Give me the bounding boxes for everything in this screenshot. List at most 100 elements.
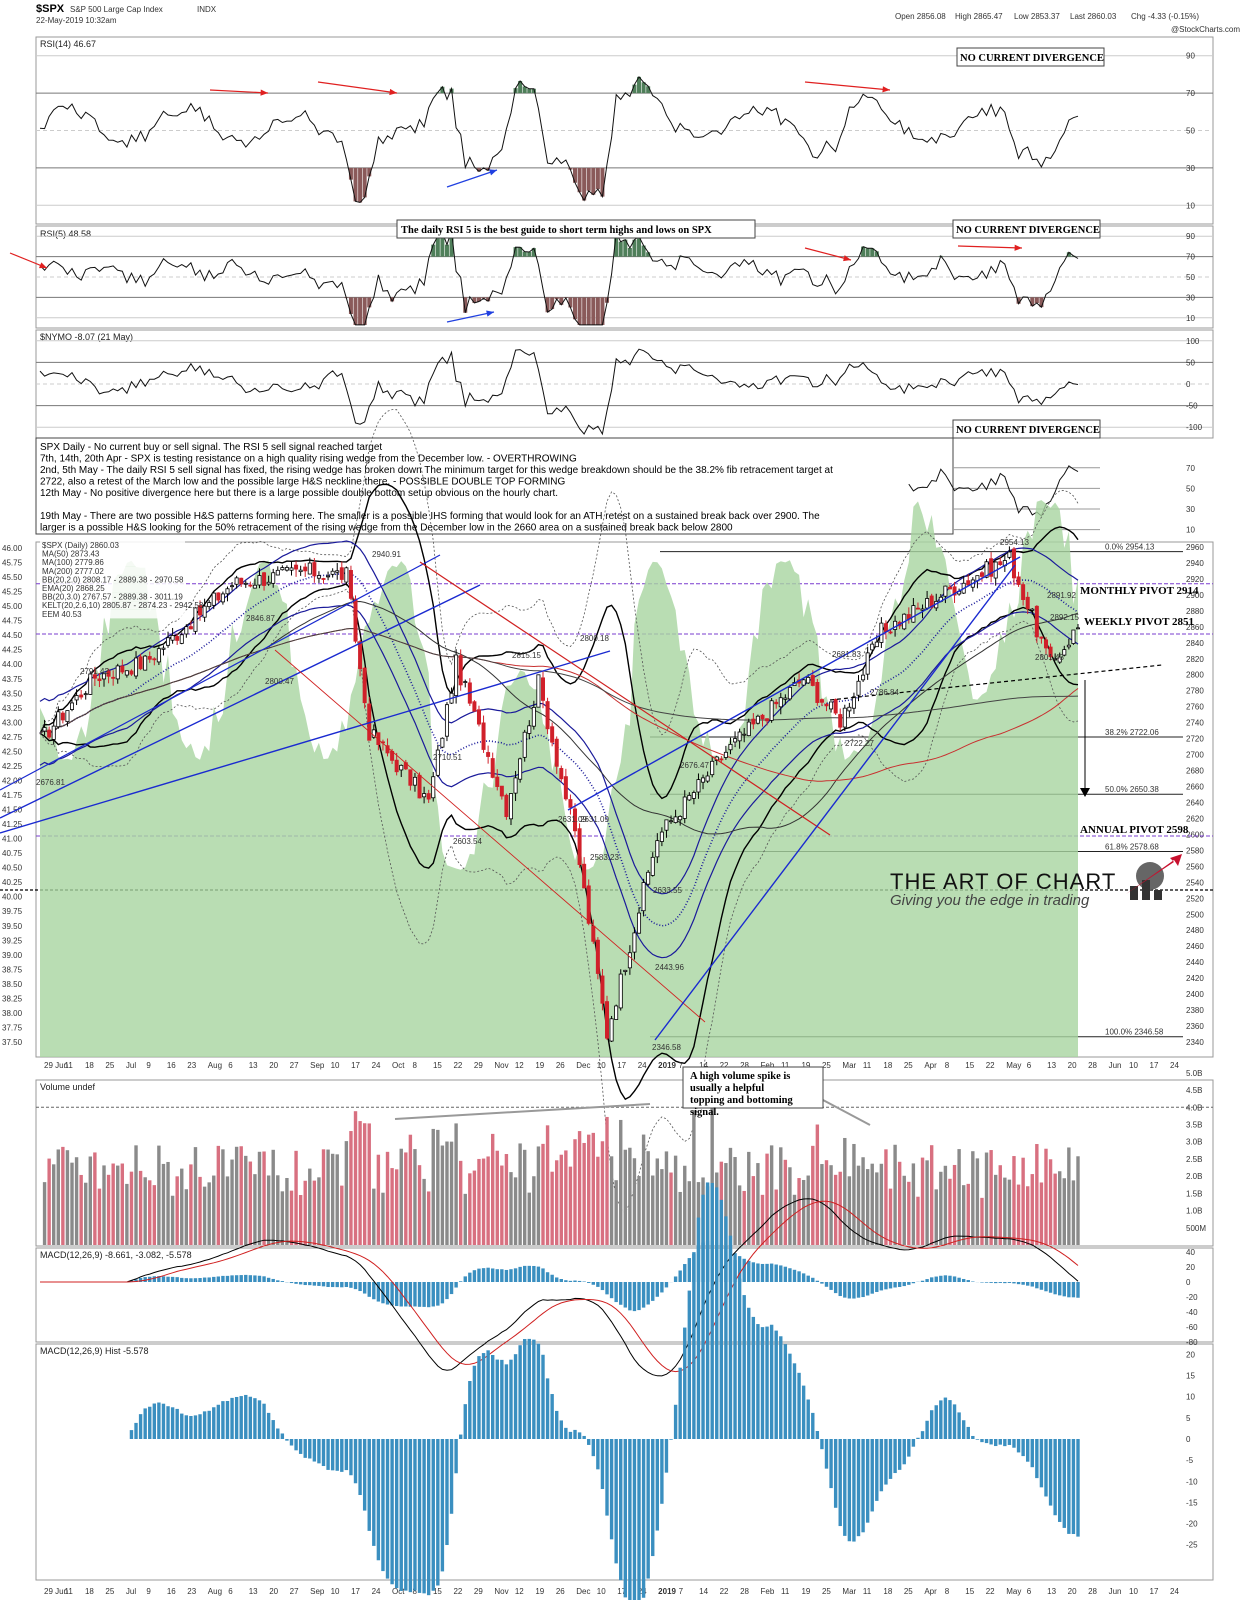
hist-bar bbox=[513, 1354, 518, 1439]
hist-bar bbox=[952, 1404, 957, 1439]
macd-hist-bar bbox=[385, 1282, 390, 1305]
date-axis-label: Apr bbox=[924, 1061, 937, 1070]
volume-bar bbox=[948, 1178, 952, 1245]
volume-bar bbox=[202, 1186, 207, 1245]
hist-bar bbox=[774, 1330, 778, 1439]
bb3-lower bbox=[39, 588, 1079, 1214]
volume-tick-label: 5.0B bbox=[1186, 1069, 1202, 1078]
trendline bbox=[567, 556, 1021, 811]
candle-body bbox=[394, 759, 399, 773]
volume-bar bbox=[303, 1180, 307, 1245]
divergence-arrowhead bbox=[389, 88, 397, 96]
candle-body bbox=[1053, 658, 1058, 661]
hist-bar bbox=[298, 1439, 303, 1454]
date-axis-label: Feb bbox=[761, 1587, 775, 1596]
hist-bar bbox=[861, 1439, 865, 1533]
hist-tick-label: -10 bbox=[1186, 1477, 1198, 1486]
volume-bar bbox=[655, 1158, 660, 1245]
date-axis-label: 23 bbox=[187, 1061, 196, 1070]
volume-bar bbox=[1053, 1173, 1057, 1245]
candle-body bbox=[435, 749, 440, 776]
volume-bar bbox=[207, 1182, 211, 1245]
no-divergence-box-2 bbox=[952, 219, 1101, 239]
candle-body bbox=[463, 681, 468, 683]
hist-bar bbox=[897, 1439, 902, 1470]
macd-hist-bar bbox=[788, 1268, 792, 1282]
hist-bar bbox=[266, 1412, 271, 1439]
candle-body bbox=[74, 695, 79, 701]
macd-hist-bar bbox=[271, 1278, 275, 1282]
hist-bar bbox=[349, 1439, 353, 1476]
hist-bar bbox=[843, 1439, 847, 1536]
macd-tick-label: -20 bbox=[1186, 1293, 1198, 1302]
date-axis-label: 13 bbox=[1047, 1587, 1056, 1596]
eem-tick-label: 38.50 bbox=[2, 980, 23, 989]
hist-bar bbox=[907, 1439, 911, 1457]
candle-body bbox=[495, 776, 500, 787]
trendline bbox=[0, 584, 481, 819]
date-axis-label: Dec bbox=[576, 1061, 590, 1070]
hist-bar bbox=[1016, 1439, 1021, 1453]
date-axis-label: 12 bbox=[515, 1587, 524, 1596]
macd-hist-bar bbox=[683, 1264, 687, 1282]
candle-body bbox=[774, 701, 779, 705]
volume-bar bbox=[692, 1110, 696, 1245]
nymo-tick-label: 50 bbox=[1186, 358, 1195, 367]
candle-body bbox=[554, 738, 559, 767]
macd-hist-bar bbox=[1071, 1282, 1076, 1298]
hist-bar bbox=[303, 1439, 307, 1458]
macd-hist-bar bbox=[440, 1282, 445, 1304]
candle-body bbox=[769, 700, 774, 721]
logo-globe-icon bbox=[1126, 854, 1182, 900]
divergence-arrow bbox=[209, 89, 269, 94]
volume-bar bbox=[765, 1153, 769, 1245]
candle-body bbox=[156, 648, 161, 663]
eem-tick-label: 39.00 bbox=[2, 951, 23, 960]
macd-hist-bar bbox=[1058, 1282, 1062, 1296]
macd-hist-bar bbox=[678, 1270, 682, 1282]
volume-bar bbox=[372, 1188, 376, 1245]
volume-bar bbox=[385, 1151, 390, 1245]
hist-bar bbox=[957, 1412, 961, 1439]
macd-hist-bar bbox=[458, 1281, 463, 1282]
keltner-upper bbox=[39, 540, 1079, 895]
volume-bar bbox=[902, 1175, 906, 1245]
rsi5-label: RSI(5) 48.58 bbox=[40, 229, 91, 239]
exchange: INDX bbox=[197, 5, 217, 14]
volume-bar bbox=[454, 1123, 458, 1245]
volume-bar bbox=[221, 1149, 225, 1245]
volume-bar bbox=[943, 1165, 948, 1245]
nymo-tick-label: -100 bbox=[1186, 423, 1203, 432]
date-axis-label: 8 bbox=[945, 1061, 950, 1070]
candle-body bbox=[952, 586, 957, 596]
hist-bar bbox=[605, 1439, 609, 1516]
date-axis-label: 16 bbox=[167, 1587, 176, 1596]
volume-bar bbox=[907, 1181, 911, 1245]
volume-bar bbox=[271, 1149, 275, 1245]
volume-bar bbox=[289, 1190, 294, 1245]
trendline bbox=[274, 649, 706, 1023]
date-axis-label: 2019 bbox=[658, 1587, 676, 1596]
date-axis-label: 17 bbox=[351, 1061, 360, 1070]
macd-hist-bar bbox=[399, 1282, 403, 1307]
hist-tick-label: -20 bbox=[1186, 1520, 1198, 1529]
eem-tick-label: 43.50 bbox=[2, 689, 23, 698]
hist-bar bbox=[1044, 1439, 1048, 1497]
macd-hist-bar bbox=[298, 1282, 303, 1285]
macd-hist-bar bbox=[353, 1282, 358, 1290]
macd-hist-bar bbox=[651, 1282, 655, 1301]
no-divergence-box-3 bbox=[952, 419, 1101, 439]
macd-hist-bar bbox=[619, 1282, 623, 1305]
macd-hist-bar bbox=[175, 1277, 179, 1282]
legend-bg bbox=[40, 558, 185, 567]
price-tick-label: 2780 bbox=[1186, 687, 1204, 696]
inset-tick-label: 70 bbox=[1186, 464, 1195, 473]
macd-hist-bar bbox=[532, 1265, 536, 1282]
hist-bar bbox=[619, 1439, 623, 1581]
volume-bar bbox=[820, 1164, 824, 1245]
macd-hist-bar bbox=[856, 1282, 861, 1298]
hist-bar bbox=[797, 1372, 801, 1439]
volume-bar bbox=[518, 1143, 522, 1245]
price-tick-label: 2540 bbox=[1186, 878, 1204, 887]
hist-bar bbox=[1062, 1439, 1066, 1528]
